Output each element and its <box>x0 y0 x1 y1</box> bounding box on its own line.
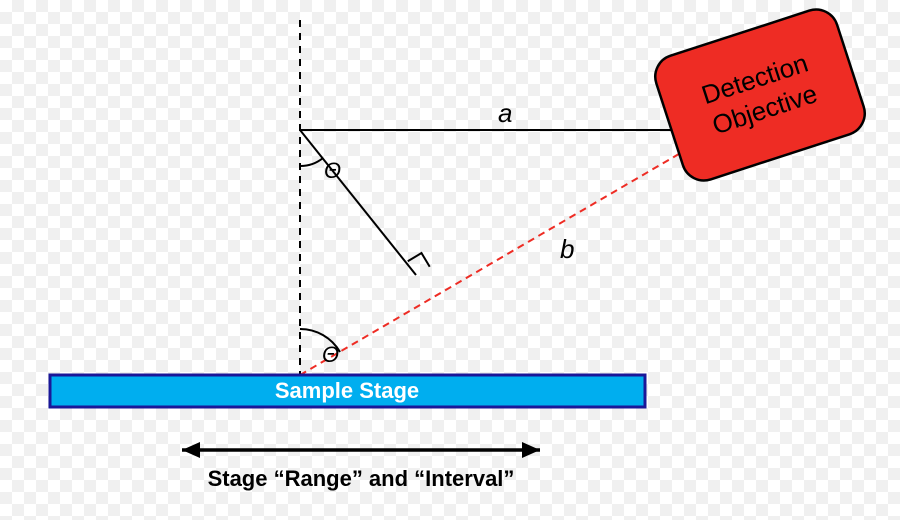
range-label: Stage “Range” and “Interval” <box>208 466 515 491</box>
a-label: a <box>498 98 512 128</box>
right-angle-marker <box>408 253 430 275</box>
theta-label-bot: Θ <box>322 342 339 367</box>
diagram-root: Θ Θ a b Sample Stage Stage “Range” and “… <box>0 0 900 520</box>
theta-arc-top <box>300 158 323 166</box>
sample-stage-label: Sample Stage <box>275 378 419 403</box>
line-b <box>300 130 720 375</box>
detection-objective: Detection Objective <box>650 4 871 186</box>
range-arrow <box>182 442 540 458</box>
theta-label-top: Θ <box>324 158 341 183</box>
b-label: b <box>560 234 574 264</box>
light-sheet-line <box>300 130 416 275</box>
